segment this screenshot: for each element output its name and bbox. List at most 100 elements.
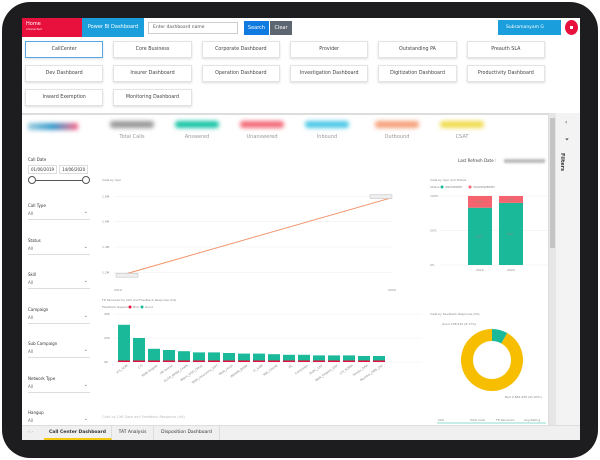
slider-handle-start[interactable] (28, 176, 36, 184)
logout-icon[interactable] (565, 20, 578, 35)
report-canvas: Total Calls Answered Unanswered Inbound Outb… (22, 113, 548, 427)
dashboard-button[interactable]: Inward Exemption (25, 89, 104, 106)
tab-call-center[interactable]: Call Center Dashboard (44, 426, 112, 440)
y-tick: 1.2M (102, 270, 110, 274)
y-tick: 50% (430, 229, 437, 233)
filter-label: Sub Campaign (28, 341, 58, 346)
y-tick: 20K (104, 336, 111, 340)
home-label: Home (26, 21, 41, 27)
dashboard-button[interactable]: Insurer Dashboard (113, 65, 192, 82)
filters-pane: ‹ ⏷ Filters (548, 113, 580, 425)
filter-dropdown[interactable]: All (28, 347, 90, 358)
kpi-card: Outbound (367, 121, 427, 140)
feedback-bar-bad (328, 360, 340, 362)
legend-marker (440, 185, 444, 189)
x-tick: 2020 (507, 268, 515, 272)
legend-label: UNANSWERED (473, 185, 495, 189)
feedback-bar-bad (163, 360, 175, 362)
table-header: Total Calls (469, 418, 486, 422)
filter-campaign: Campaign All (28, 307, 90, 324)
donut-slice (492, 329, 508, 344)
y-tick: 0% (430, 263, 435, 267)
filter-dropdown[interactable]: All (28, 209, 90, 220)
header: Home connected Power BI Dashboard Enter d… (22, 18, 580, 37)
last-refresh-label: Last Refresh Date : (458, 158, 497, 163)
feedback-bar (223, 353, 235, 362)
clear-button[interactable]: Clear (270, 21, 292, 35)
bar-data-label: 10% (507, 197, 514, 201)
slider-handle-end[interactable] (82, 176, 90, 184)
dashboard-button[interactable]: Preauth SLA (466, 41, 545, 58)
tab-disposition[interactable]: Disposition Dashboard (154, 426, 220, 440)
y-tick: 40K (104, 312, 111, 316)
dashboard-button[interactable]: Monitoring Dashboard (113, 89, 192, 106)
kpi-label: Outbound (384, 134, 410, 140)
x-tick: 2019 (476, 268, 484, 272)
filter-call-type: Call Type All (28, 203, 90, 220)
filter-status: Status All (28, 238, 90, 255)
kpi-card: CSAT (432, 121, 492, 140)
dashboard-button[interactable]: Core Business (113, 41, 192, 58)
filter-dropdown[interactable]: All (28, 313, 90, 324)
feedback-bar (163, 350, 175, 362)
kpi-value (240, 121, 284, 128)
feedback-bar-bad (193, 360, 205, 362)
feedback-bar-bad (358, 360, 370, 362)
bar-data-label: 83% (476, 234, 483, 238)
feedback-bar-bad (208, 360, 220, 362)
dashboard-button[interactable]: Operation Dashboard (201, 65, 280, 82)
kpi-value (375, 121, 419, 128)
x-tick: Walk English (141, 363, 159, 377)
feedback-bar (313, 355, 325, 362)
user-button[interactable]: Subramanyam G (498, 20, 561, 35)
dashboard-button[interactable]: Outstanding PA (378, 41, 457, 58)
filter-dropdown[interactable]: All (28, 278, 90, 289)
filters-pane-label[interactable]: Filters (559, 153, 565, 172)
table-header: FR Received (496, 418, 515, 422)
filter-dropdown[interactable]: All (28, 382, 90, 393)
kpi-label: Inbound (316, 134, 338, 140)
table-header: Avg Rating (524, 418, 540, 422)
data-label-box (115, 272, 139, 278)
date-to[interactable]: 14/06/2020 (59, 165, 89, 174)
logo (28, 123, 78, 130)
feedback-bar-bad (118, 360, 130, 362)
scrollbar[interactable] (549, 113, 556, 425)
feedback-bar-bad (133, 360, 145, 362)
feedback-bar-bad (283, 360, 295, 362)
feedback-bar (253, 353, 265, 362)
feedback-bar-bad (178, 360, 190, 362)
collapse-chevron-icon[interactable]: ‹ (565, 119, 568, 126)
call-date-filter: Call Date 01/00/2019 14/06/2020 (28, 157, 90, 186)
dashboard-button[interactable]: CallCenter (25, 41, 104, 58)
x-tick: Walk_Insurance_DST (191, 363, 219, 384)
feedback-bar (283, 354, 295, 362)
search-input[interactable]: Enter dashboard name (148, 22, 238, 34)
search-button[interactable]: Search (244, 21, 269, 35)
feedback-bar-bad (223, 360, 235, 362)
date-slider[interactable] (28, 176, 90, 186)
stacked-legend-title: Status (430, 185, 440, 189)
tab-nav-arrows-icon[interactable]: ‹ › (28, 430, 34, 435)
filter-skill: Skill All (28, 272, 90, 289)
home-button[interactable]: Home connected (22, 18, 82, 37)
powerbi-tab[interactable]: Power BI Dashboard (82, 18, 144, 37)
dashboard-button[interactable]: Investigation Dashboard (290, 65, 369, 82)
dashboard-button[interactable]: Productivity Dashboard (466, 65, 545, 82)
dashboard-button[interactable]: Provider (290, 41, 369, 58)
feedback-bar-title: FR Received by skill and Feedback Respon… (102, 298, 176, 302)
kpi-value (305, 121, 349, 128)
tab-tat-analysis[interactable]: TAT Analysis (112, 426, 154, 440)
dashboard-button[interactable]: Corporate Dashboard (201, 41, 280, 58)
x-tick: ICS_SDM (115, 363, 128, 374)
date-from[interactable]: 01/00/2019 (28, 165, 58, 174)
dashboard-button[interactable]: Dev Dashboard (25, 65, 104, 82)
feedback-bar (238, 353, 250, 362)
filter-dropdown[interactable]: All (28, 244, 90, 255)
legend-label: Good (145, 305, 153, 309)
filter-label: Hangup (28, 410, 44, 415)
stacked-bar-segment (468, 207, 492, 265)
donut-slice (460, 329, 523, 391)
scrollbar-thumb[interactable] (550, 118, 555, 248)
dashboard-button[interactable]: Digitization Dashboard (378, 65, 457, 82)
